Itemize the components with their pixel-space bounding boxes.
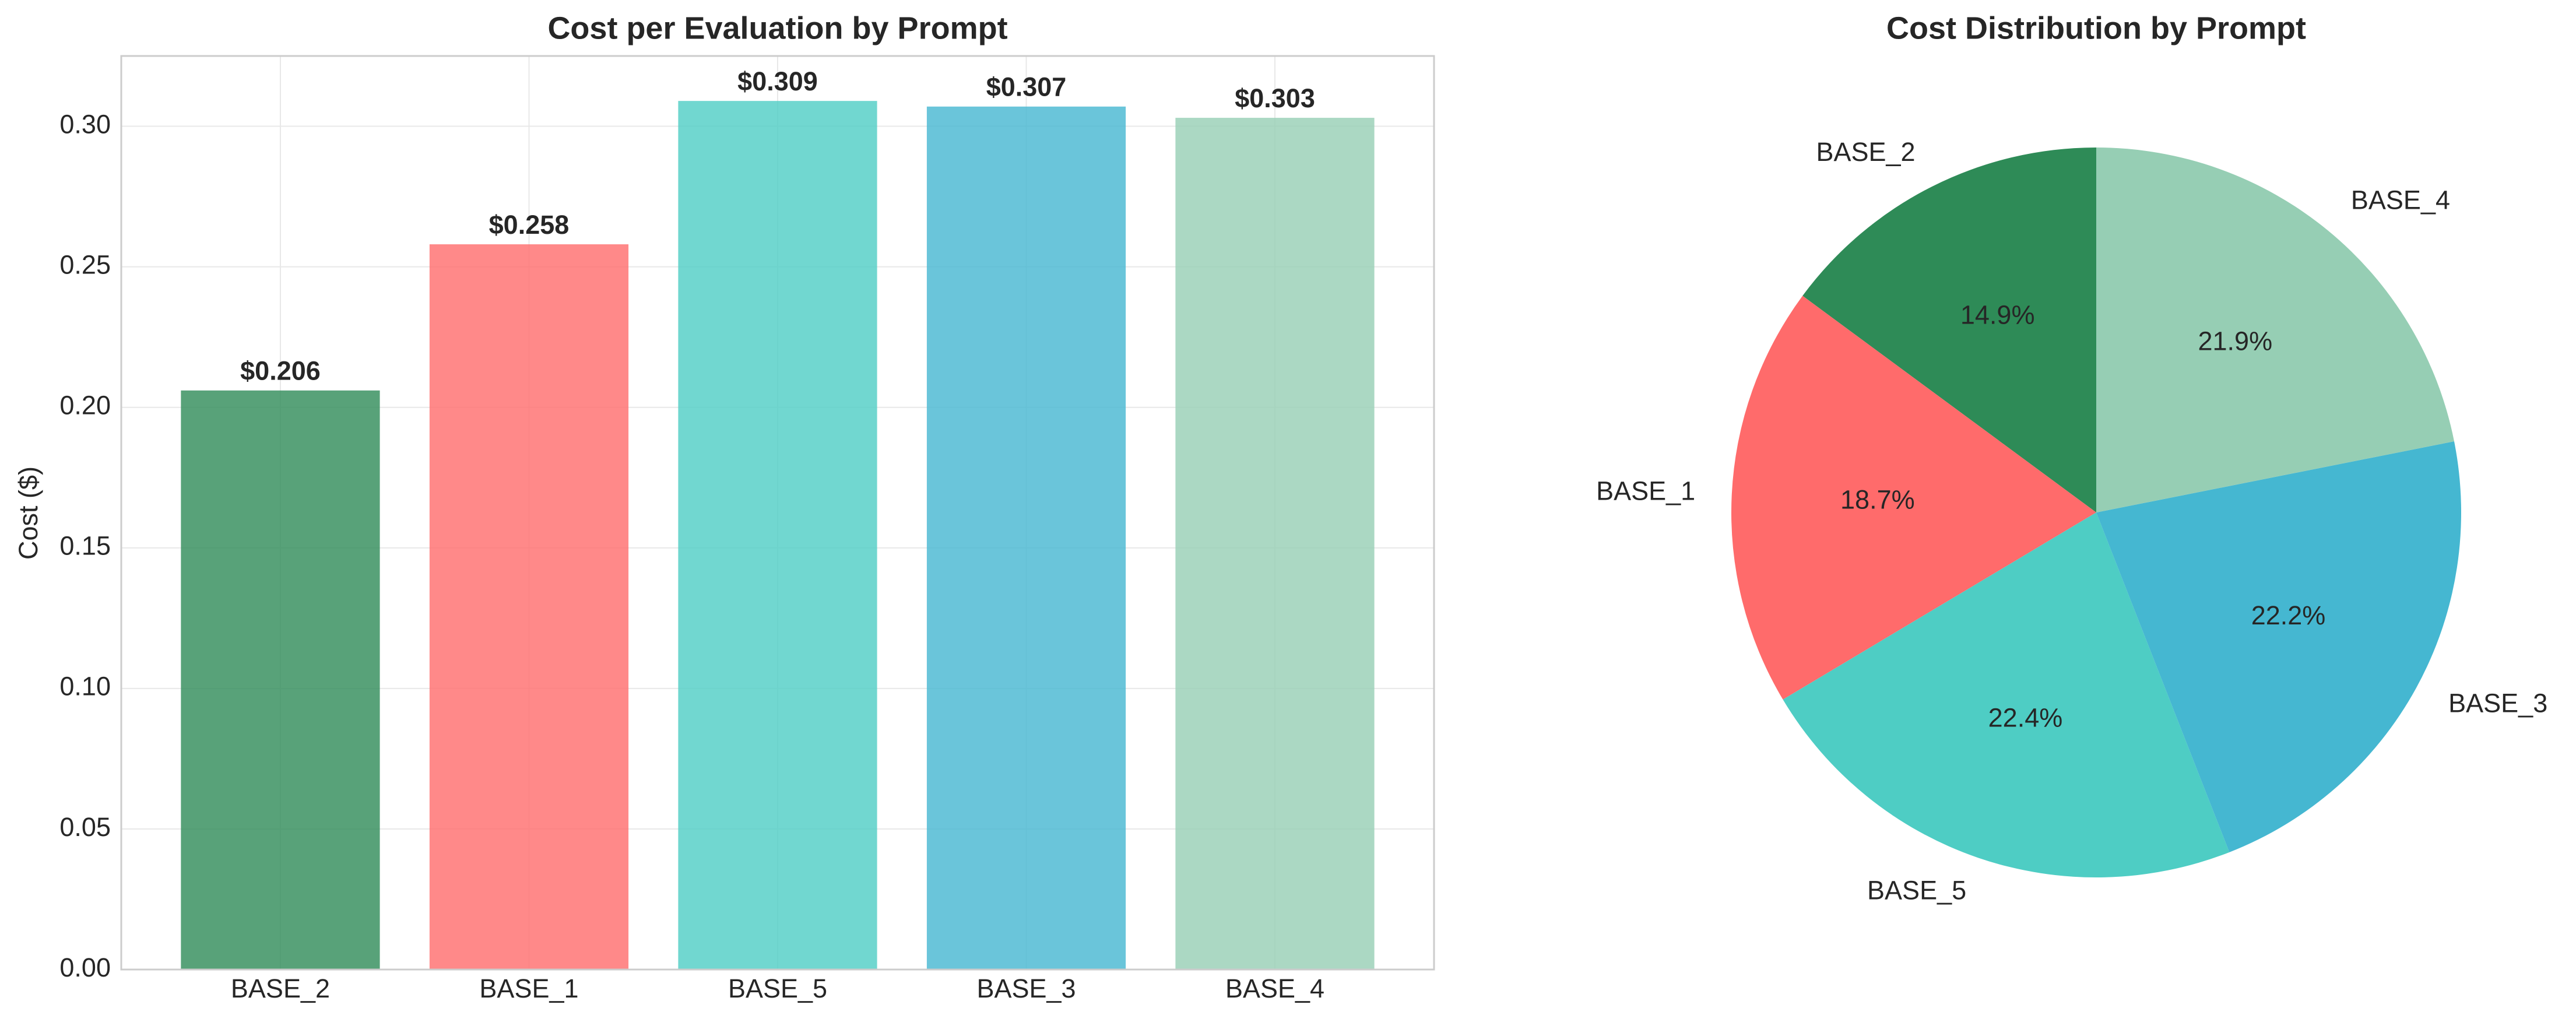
slice-label: BASE_5 — [1867, 875, 1966, 905]
x-tick-label: BASE_2 — [231, 974, 330, 1003]
x-tick-label: BASE_1 — [479, 974, 578, 1003]
slice-label: BASE_3 — [2448, 688, 2547, 718]
y-tick-label: 0.30 — [59, 109, 111, 139]
y-tick-label: 0.20 — [59, 391, 111, 420]
bar — [926, 106, 1126, 970]
bar — [429, 244, 629, 970]
bar-title: Cost per Evaluation by Prompt — [547, 10, 1007, 45]
slice-label: BASE_2 — [1816, 137, 1915, 167]
pie-title: Cost Distribution by Prompt — [1886, 10, 2306, 45]
percent-label: 14.9% — [1960, 300, 2035, 330]
value-label: $0.309 — [737, 66, 818, 96]
x-tick-label: BASE_3 — [976, 974, 1076, 1003]
plot-frame — [120, 55, 1435, 971]
bar — [678, 101, 877, 970]
pie-slice — [1783, 512, 2230, 877]
percent-label: 21.9% — [2198, 326, 2273, 356]
y-tick-label: 0.05 — [59, 812, 111, 842]
pie-slice — [2096, 147, 2454, 512]
percent-label: 18.7% — [1840, 485, 1915, 515]
pie-slice — [1731, 296, 2096, 700]
pie-slice — [2096, 441, 2461, 852]
bar — [181, 390, 380, 970]
value-label: $0.303 — [1235, 83, 1315, 113]
y-tick-label: 0.10 — [59, 672, 111, 701]
percent-label: 22.4% — [1988, 703, 2063, 732]
value-label: $0.206 — [240, 356, 321, 386]
y-axis-label: Cost ($) — [13, 466, 43, 560]
y-tick-label: 0.25 — [59, 250, 111, 280]
x-tick-label: BASE_4 — [1225, 974, 1324, 1003]
slice-label: BASE_1 — [1596, 476, 1695, 505]
y-tick-label: 0.00 — [59, 953, 111, 982]
value-label: $0.258 — [489, 210, 570, 240]
value-label: $0.307 — [986, 72, 1067, 102]
slice-label: BASE_4 — [2351, 185, 2450, 215]
bar — [1175, 118, 1375, 970]
percent-label: 22.2% — [2251, 600, 2326, 630]
x-tick-label: BASE_5 — [728, 974, 827, 1003]
y-tick-label: 0.15 — [59, 531, 111, 561]
pie-slice — [1802, 147, 2096, 512]
